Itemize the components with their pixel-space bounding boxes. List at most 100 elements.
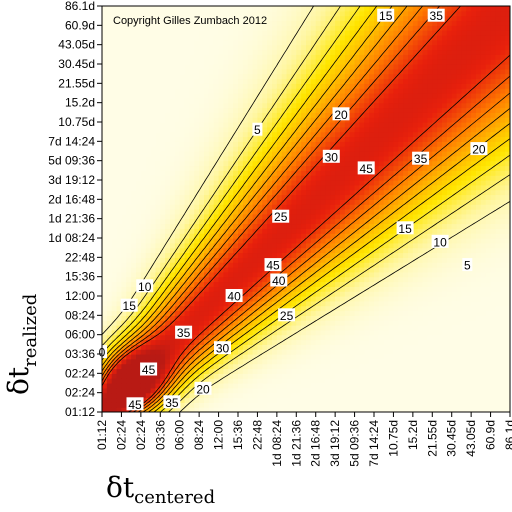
heatmap-cell (117, 0, 122, 2)
heatmap-cell (218, 194, 225, 200)
heatmap-cell (238, 271, 244, 278)
heatmap-cell (218, 30, 225, 36)
heatmap-cell (179, 349, 186, 355)
heatmap-cell (208, 305, 215, 312)
heatmap-cell (102, 199, 108, 205)
heatmap-cell (150, 209, 157, 215)
heatmap-cell (218, 199, 225, 205)
heatmap-cell (335, 83, 341, 89)
heatmap-cell (296, 281, 302, 287)
heatmap-cell (136, 102, 142, 109)
heatmap-cell (165, 281, 171, 287)
heatmap-cell (325, 160, 331, 167)
heatmap-cell (204, 397, 210, 403)
heatmap-cell (150, 373, 157, 379)
heatmap-cell (165, 126, 171, 133)
heatmap-cell (272, 10, 278, 17)
heatmap-cell (340, 194, 346, 200)
heatmap-cell (112, 0, 117, 2)
heatmap-cell (340, 6, 346, 12)
heatmap-cell (121, 310, 127, 316)
heatmap-cell (208, 291, 215, 297)
heatmap-cell (218, 300, 225, 307)
heatmap-cell (204, 281, 210, 287)
heatmap-cell (242, 20, 249, 26)
heatmap-cell (136, 184, 142, 191)
heatmap-cell (121, 204, 127, 210)
heatmap-cell (310, 126, 317, 133)
heatmap-cell (111, 252, 118, 258)
heatmap-cell (349, 223, 356, 229)
heatmap-cell (364, 228, 370, 234)
heatmap-cell (199, 122, 205, 128)
heatmap-cell (199, 88, 205, 94)
heatmap-cell (315, 300, 322, 307)
heatmap-cell (310, 315, 317, 321)
heatmap-cell (131, 373, 137, 379)
heatmap-cell (315, 305, 322, 312)
heatmap-cell (199, 267, 205, 273)
heatmap-cell (291, 131, 297, 138)
heatmap-cell (165, 170, 171, 176)
heatmap-cell (150, 387, 157, 394)
heatmap-cell (145, 83, 152, 89)
heatmap-cell (247, 88, 254, 94)
heatmap-cell (272, 15, 278, 22)
heatmap-cell (354, 281, 361, 287)
heatmap-cell (286, 402, 293, 408)
heatmap-cell (238, 155, 244, 162)
heatmap-cell (247, 339, 254, 345)
heatmap-cell (126, 39, 132, 46)
heatmap-cell (160, 189, 166, 196)
heatmap-cell (310, 15, 317, 22)
heatmap-cell (306, 378, 312, 384)
heatmap-cell (325, 189, 331, 196)
heatmap-cell (315, 194, 322, 200)
heatmap-cell (165, 131, 171, 138)
heatmap-cell (106, 387, 113, 394)
heatmap-cell (291, 233, 297, 239)
heatmap-cell (102, 296, 108, 302)
heatmap-cell (238, 20, 244, 26)
heatmap-cell (272, 247, 278, 254)
heatmap-cell (364, 310, 370, 316)
heatmap-cell (116, 267, 123, 273)
heatmap-cell (281, 223, 288, 229)
heatmap-cell (252, 20, 259, 26)
heatmap-cell (247, 267, 254, 273)
heatmap-cell (320, 97, 327, 104)
heatmap-cell (315, 122, 322, 128)
heatmap-cell (165, 44, 171, 51)
heatmap-cell (223, 189, 229, 196)
heatmap-cell (160, 199, 166, 205)
heatmap-cell (359, 325, 365, 331)
heatmap-cell (189, 194, 195, 200)
heatmap-cell (116, 83, 123, 89)
heatmap-cell (165, 233, 171, 239)
heatmap-cell (189, 397, 195, 403)
heatmap-cell (359, 73, 365, 80)
heatmap-cell (218, 209, 225, 215)
heatmap-cell (276, 35, 283, 41)
heatmap-cell (189, 6, 195, 12)
heatmap-cell (208, 93, 215, 99)
heatmap-cell (189, 151, 195, 157)
heatmap-cell (242, 354, 249, 360)
heatmap-cell (267, 136, 273, 142)
heatmap-cell (218, 310, 225, 316)
heatmap-cell (340, 329, 346, 336)
heatmap-cell (106, 117, 113, 123)
heatmap-cell (155, 363, 161, 370)
heatmap-cell (204, 117, 210, 123)
heatmap-cell (111, 194, 118, 200)
heatmap-cell (116, 354, 123, 360)
heatmap-cell (116, 131, 123, 138)
heatmap-cell (296, 228, 302, 234)
heatmap-cell (344, 300, 351, 307)
heatmap-cell (344, 310, 351, 316)
heatmap-cell (315, 233, 322, 239)
heatmap-cell (194, 363, 200, 370)
heatmap-cell (199, 320, 205, 326)
heatmap-cell (213, 315, 220, 321)
heatmap-cell (257, 15, 263, 22)
